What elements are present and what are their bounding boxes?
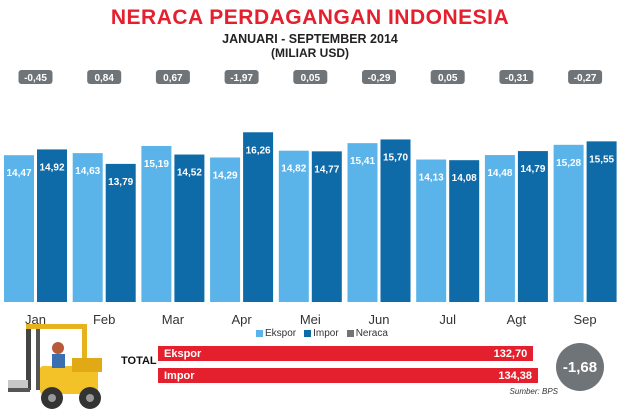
bar-impor-sep [586,141,617,302]
chart-title: NERACA PERDAGANGAN INDONESIA [110,6,510,29]
data-label-impor-jul: 14,08 [452,173,477,184]
data-label-ekspor-jul: 14,13 [419,173,444,184]
x-tick-feb: Feb [93,312,115,327]
legend-neraca: Neraca [346,328,388,339]
neraca-badge-mei [293,70,328,84]
bar-ekspor-apr [210,157,241,302]
legend-neraca-label: Neraca [355,328,388,339]
bar-impor-jun [380,139,411,302]
data-label-ekspor-mar: 15,19 [144,159,169,170]
neraca-badge-sep [568,70,603,84]
neraca-label-apr: -1,97 [230,73,253,84]
bar-impor-feb [105,163,136,302]
legend-ekspor-label: Ekspor [265,328,297,339]
neraca-label-mar: 0,67 [163,73,183,84]
x-tick-mei: Mei [300,312,321,327]
bar-impor-jul [449,160,480,302]
bar-impor-mei [311,151,342,302]
legend-impor-label: Impor [313,328,339,339]
bar-impor-mar [174,154,205,302]
bar-impor-agt [517,151,548,302]
x-tick-agt: Agt [507,312,527,327]
chart-legend: Ekspor Impor Neraca [256,328,388,339]
neraca-label-feb: 0,84 [94,73,114,84]
neraca-badge-feb [87,70,122,84]
bar-ekspor-jan [4,155,34,302]
data-label-impor-jan: 14,92 [39,162,64,173]
data-label-impor-mei: 14,77 [314,164,339,175]
neraca-badge-mar [155,70,190,84]
data-label-ekspor-apr: 14,29 [213,170,238,181]
data-label-impor-feb: 13,79 [108,177,133,188]
bar-ekspor-agt [484,155,515,302]
data-label-ekspor-jan: 14,47 [6,168,31,179]
data-label-impor-mar: 14,52 [177,168,202,179]
data-label-impor-jun: 15,70 [383,152,408,163]
neraca-label-jan: -0,45 [24,73,47,84]
neraca-badge-jul [430,70,465,84]
legend-impor: Impor [304,328,339,339]
bar-ekspor-mei [278,150,309,302]
neraca-badge-jun [362,70,396,84]
neraca-label-agt: -0,31 [505,73,528,84]
x-tick-sep: Sep [574,312,597,327]
neraca-label-mei: 0,05 [301,73,321,84]
data-label-ekspor-jun: 15,41 [350,156,375,167]
x-tick-jun: Jun [369,312,390,327]
total-label: TOTAL [121,355,157,367]
neraca-label-sep: -0,27 [574,73,597,84]
chart-subtitle: JANUARI - SEPTEMBER 2014 [222,32,398,46]
bar-impor-jan [37,149,67,302]
legend-impor-swatch [304,330,312,337]
bar-ekspor-mar [141,145,172,302]
legend-ekspor: Ekspor [256,328,296,339]
neraca-badge-jan [18,70,53,84]
bar-impor-apr [243,132,274,302]
x-tick-apr: Apr [231,312,252,327]
total-ekspor-bar: Ekspor 132,70 [158,346,534,361]
bar-ekspor-jul [416,159,447,302]
data-label-impor-agt: 14,79 [520,164,545,175]
x-tick-jan: Jan [25,312,46,327]
neraca-label-jun: -0,29 [368,73,391,84]
bar-ekspor-feb [72,153,103,302]
bar-ekspor-jun [347,143,378,302]
x-tick-mar: Mar [162,312,185,327]
legend-neraca-swatch [346,330,354,337]
legend-ekspor-swatch [256,330,263,337]
data-label-ekspor-mei: 14,82 [281,164,306,175]
total-impor-value: 134,38 [498,369,532,382]
data-label-ekspor-sep: 15,28 [556,158,581,169]
data-label-ekspor-feb: 14,63 [75,166,100,177]
neraca-badge-agt [499,70,534,84]
forklift-illustration [8,324,102,409]
chart-unit: (MILIAR USD) [271,46,349,60]
neraca-label-jul: 0,05 [438,73,458,84]
source-note: Sumber: BPS [509,387,558,396]
total-ekspor-value: 132,70 [493,347,528,360]
data-label-impor-sep: 15,55 [589,154,614,165]
total-ekspor-label: Ekspor [164,347,202,360]
bar-ekspor-sep [553,144,584,302]
total-neraca-badge: -1,68 [556,343,604,391]
total-impor-bar: Impor 134,38 [158,368,538,383]
data-label-impor-apr: 16,26 [246,145,271,156]
neraca-badge-apr [224,70,259,84]
x-tick-jul: Jul [439,312,456,327]
data-label-ekspor-agt: 14,48 [487,168,512,179]
total-impor-label: Impor [164,369,195,382]
